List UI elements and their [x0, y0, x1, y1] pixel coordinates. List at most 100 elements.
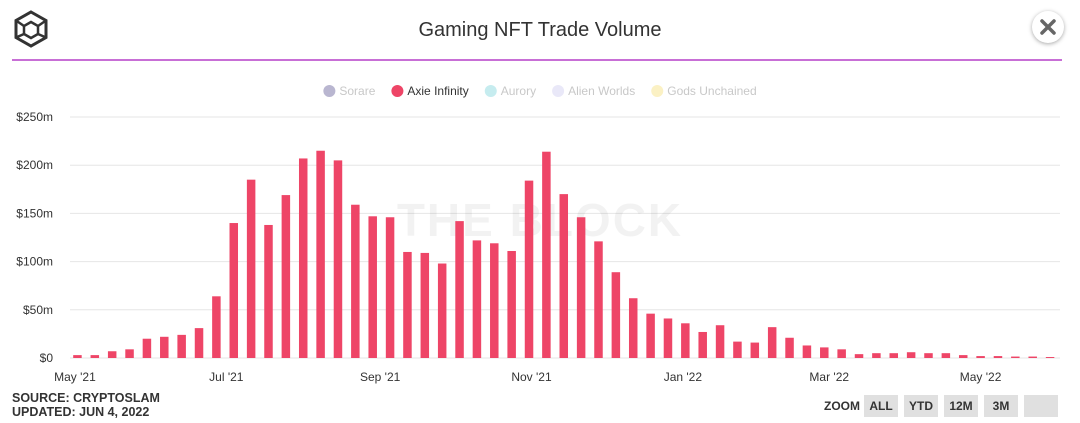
- bar[interactable]: [802, 345, 812, 358]
- bar[interactable]: [264, 224, 273, 358]
- bar[interactable]: [160, 336, 169, 358]
- bar[interactable]: [837, 349, 846, 358]
- bar[interactable]: [733, 341, 742, 358]
- bar[interactable]: [403, 251, 412, 358]
- the-block-logo-icon: [12, 10, 50, 48]
- bar[interactable]: [142, 338, 152, 358]
- bar[interactable]: [437, 263, 447, 358]
- bar[interactable]: [924, 353, 933, 358]
- close-button[interactable]: [1032, 11, 1064, 43]
- bar[interactable]: [681, 323, 690, 358]
- bar[interactable]: [715, 325, 725, 358]
- bar[interactable]: [559, 194, 569, 358]
- bar[interactable]: [628, 298, 638, 358]
- bar[interactable]: [524, 180, 534, 358]
- zoom-ytd-button[interactable]: YTD: [904, 395, 938, 417]
- bar[interactable]: [941, 353, 951, 358]
- legend-item-axie-infinity[interactable]: Axie Infinity: [391, 84, 469, 98]
- source-note: SOURCE: CRYPTOSLAM: [12, 391, 160, 405]
- bar[interactable]: [576, 217, 586, 358]
- y-tick-label: $0: [40, 351, 54, 365]
- bar[interactable]: [351, 204, 360, 358]
- bar[interactable]: [820, 347, 829, 358]
- bar[interactable]: [663, 318, 673, 358]
- bar[interactable]: [212, 296, 221, 358]
- x-tick-label: Nov '21: [511, 370, 552, 384]
- bar[interactable]: [646, 313, 655, 358]
- bar[interactable]: [368, 216, 377, 358]
- y-axis: $0 $50m $100m $150m $200m $250m: [16, 110, 53, 365]
- chart-title: Gaming NFT Trade Volume: [418, 19, 662, 41]
- bar[interactable]: [542, 151, 551, 358]
- x-tick-label: Mar '22: [809, 370, 849, 384]
- zoom-12m-button[interactable]: 12M: [944, 395, 978, 417]
- zoom-range-button[interactable]: [1024, 395, 1058, 417]
- close-icon: [1040, 19, 1056, 35]
- x-tick-label: May '21: [54, 370, 96, 384]
- bar[interactable]: [90, 355, 100, 358]
- legend-marker: [651, 85, 664, 97]
- bar[interactable]: [698, 331, 707, 358]
- bar[interactable]: [490, 243, 499, 358]
- legend: Sorare Axie Infinity Aurory Alien Worlds God…: [323, 84, 757, 98]
- x-tick-label: Jul '21: [209, 370, 244, 384]
- bar[interactable]: [455, 221, 464, 358]
- bar[interactable]: [611, 272, 621, 358]
- bar[interactable]: [993, 356, 1003, 358]
- legend-item-alien-worlds[interactable]: Alien Worlds: [552, 84, 635, 98]
- legend-marker: [323, 85, 336, 97]
- bar[interactable]: [420, 252, 430, 358]
- bar[interactable]: [229, 223, 239, 358]
- legend-label: Axie Infinity: [407, 84, 468, 98]
- bar[interactable]: [73, 355, 82, 358]
- bar[interactable]: [854, 354, 864, 358]
- bar[interactable]: [125, 349, 134, 358]
- x-tick-label: Jan '22: [664, 370, 703, 384]
- bar[interactable]: [889, 353, 899, 358]
- bar[interactable]: [1045, 357, 1055, 358]
- bar[interactable]: [767, 327, 777, 358]
- bar[interactable]: [507, 250, 516, 358]
- y-tick-label: $150m: [16, 206, 53, 220]
- bar[interactable]: [107, 351, 117, 358]
- bar[interactable]: [906, 352, 916, 358]
- legend-label: Aurory: [501, 84, 536, 98]
- bar[interactable]: [281, 195, 291, 358]
- bar[interactable]: [333, 160, 343, 358]
- legend-label: Alien Worlds: [568, 84, 635, 98]
- y-tick-label: $50m: [23, 303, 53, 317]
- updated-note: UPDATED: JUN 4, 2022: [12, 405, 150, 419]
- zoom-3m-button[interactable]: 3M: [984, 395, 1018, 417]
- legend-item-sorare[interactable]: Sorare: [323, 84, 376, 98]
- bar[interactable]: [385, 217, 395, 358]
- bar[interactable]: [594, 241, 603, 358]
- zoom-label: ZOOM: [824, 399, 860, 413]
- x-axis: May '21 Jul '21 Sep '21 Nov '21 Jan '22 Mar '…: [54, 370, 1002, 384]
- legend-marker: [484, 85, 497, 97]
- bar[interactable]: [246, 179, 256, 358]
- bar[interactable]: [872, 353, 881, 358]
- bar[interactable]: [316, 150, 325, 358]
- zoom-all-button[interactable]: ALL: [864, 395, 898, 417]
- y-tick-label: $200m: [16, 158, 53, 172]
- bar[interactable]: [785, 337, 794, 358]
- legend-item-gods-unchained[interactable]: Gods Unchained: [651, 84, 757, 98]
- bar[interactable]: [194, 328, 204, 358]
- bar[interactable]: [298, 158, 308, 358]
- bar[interactable]: [1028, 356, 1037, 358]
- legend-label: Sorare: [339, 84, 375, 98]
- bar[interactable]: [472, 240, 482, 358]
- watermark: THE BLOCK: [397, 194, 683, 246]
- legend-item-aurory[interactable]: Aurory: [484, 84, 536, 98]
- bar[interactable]: [177, 334, 186, 358]
- legend-marker: [391, 85, 404, 97]
- x-tick-label: Sep '21: [360, 370, 401, 384]
- bar[interactable]: [750, 342, 760, 358]
- legend-marker: [552, 85, 565, 97]
- title-divider: [12, 59, 1062, 61]
- y-tick-label: $250m: [16, 110, 53, 124]
- bar[interactable]: [958, 355, 968, 358]
- bar[interactable]: [976, 356, 985, 358]
- bar[interactable]: [1011, 356, 1020, 358]
